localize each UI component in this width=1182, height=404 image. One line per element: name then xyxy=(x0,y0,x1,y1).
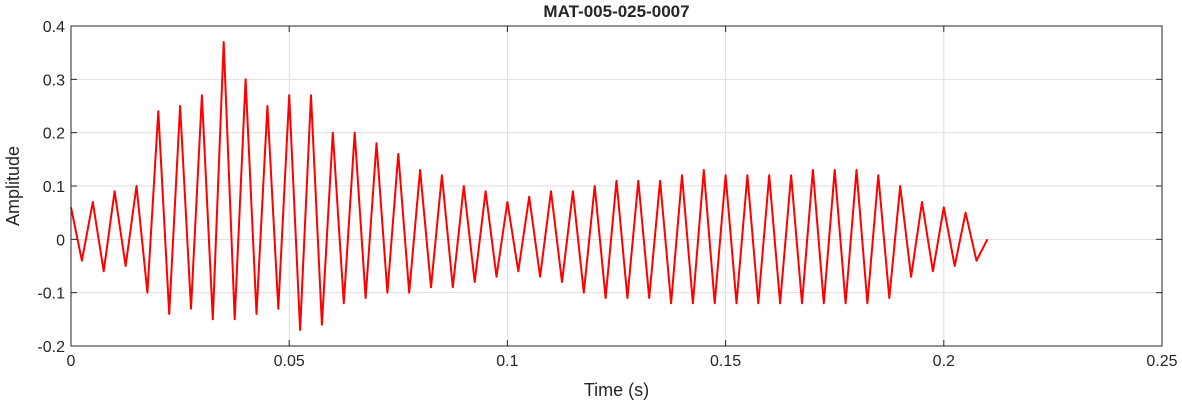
x-tick-label: 0.15 xyxy=(710,353,741,370)
chart-title: MAT-005-025-0007 xyxy=(543,2,689,21)
y-tick-label: -0.2 xyxy=(37,339,65,356)
y-tick-label: -0.1 xyxy=(37,286,65,303)
y-tick-label: 0.4 xyxy=(43,19,65,36)
y-tick-label: 0.3 xyxy=(43,72,65,89)
x-tick-label: 0.1 xyxy=(496,353,518,370)
data-series xyxy=(70,41,989,331)
x-tick-label: 0.25 xyxy=(1146,353,1177,370)
axis-ticks xyxy=(70,25,1163,347)
y-tick-label: 0 xyxy=(56,232,65,249)
x-tick-label: 0.2 xyxy=(933,353,955,370)
y-tick-labels: -0.2 -0.1 0 0.1 0.2 0.3 0.4 xyxy=(37,19,65,356)
x-tick-label: 0 xyxy=(67,353,76,370)
y-tick-label: 0.1 xyxy=(43,179,65,196)
x-tick-labels: 0 0.05 0.1 0.15 0.2 0.25 xyxy=(67,353,1178,370)
y-axis-label: Amplitude xyxy=(3,146,23,226)
x-tick-label: 0.05 xyxy=(274,353,305,370)
series-line xyxy=(70,41,989,331)
x-axis-label: Time (s) xyxy=(584,380,649,400)
y-tick-label: 0.2 xyxy=(43,126,65,143)
